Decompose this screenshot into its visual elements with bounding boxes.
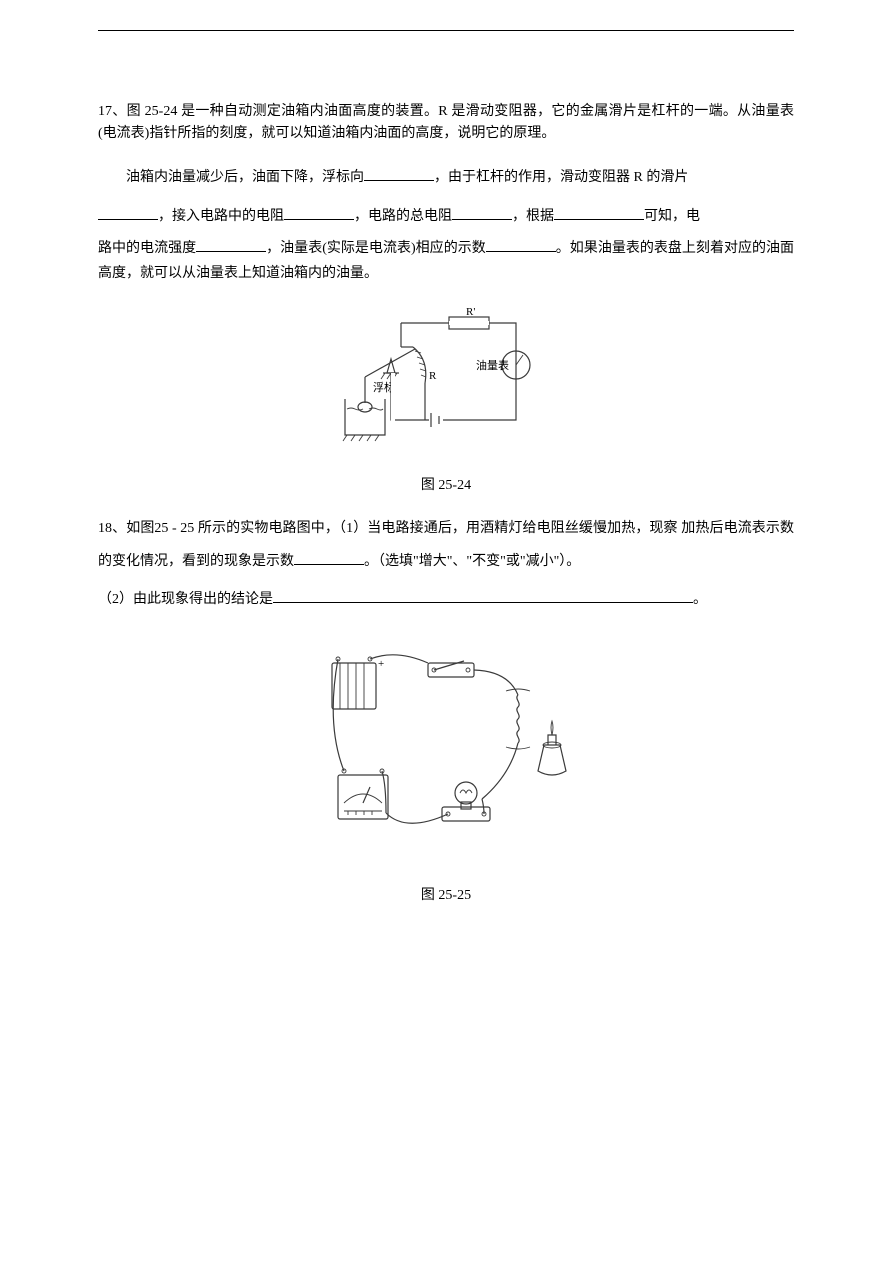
q17-after-b3: ，电路的总电阻 [354, 209, 452, 224]
physical-circuit-icon: + [286, 635, 606, 865]
blank-9 [273, 589, 693, 603]
blank-5 [554, 206, 644, 220]
q18-intro1: 如图25 - 25 所示的实物电路图中，（1）当电路接通后，用酒精灯给电阻丝缓慢… [126, 521, 677, 536]
q17-intro-text: 图 25-24 是一种自动测定油箱内油面高度的装置。R 是滑动变阻器，它的金属滑… [98, 104, 794, 141]
blank-6 [196, 238, 266, 252]
header-rule [98, 30, 794, 31]
figure-25-24: R' 油量表 R [98, 305, 794, 460]
q18-intro2-suffix: 。（选填"增大"、"不变"或"减小"）。 [364, 554, 580, 569]
question-18: 18、如图25 - 25 所示的实物电路图中，（1）当电路接通后，用酒精灯给电阻… [98, 512, 794, 905]
svg-text:+: + [378, 658, 384, 670]
q17-after-b6: ，油量表(实际是电流表)相应的示数 [266, 241, 486, 256]
q17-after-b4: ，根据 [512, 209, 554, 224]
q17-after-b2: ，接入电路中的电阻 [158, 209, 284, 224]
blank-1 [364, 167, 434, 181]
blank-3 [284, 206, 354, 220]
blank-8 [294, 551, 364, 565]
q17-after-b1: ，由于杠杆的作用，滑动变阻器 R 的滑片 [434, 170, 688, 185]
label-r: R [429, 370, 437, 382]
q18-sub2-suffix: 。 [693, 592, 707, 607]
q18-sub2: （2）由此现象得出的结论是 。 [98, 589, 794, 611]
q17-after-b5: 可知，电 [644, 209, 700, 224]
q17-body-line1: 油箱内油量减少后，油面下降，浮标向 ，由于杠杆的作用，滑动变阻器 R 的滑片 [98, 158, 794, 197]
q18-intro: 18、如图25 - 25 所示的实物电路图中，（1）当电路接通后，用酒精灯给电阻… [98, 512, 794, 579]
figure-25-25-caption: 图 25-25 [98, 884, 794, 904]
label-gauge: 油量表 [476, 358, 509, 372]
figure-25-24-caption: 图 25-24 [98, 474, 794, 494]
q17-body-line2: ，接入电路中的电阻 ，电路的总电阻 ，根据 可知，电 [98, 197, 794, 236]
q17-body-line3: 路中的电流强度，油量表(实际是电流表)相应的示数。如果油量表的表盘上刻着对应的油… [98, 236, 794, 286]
blank-4 [452, 206, 512, 220]
circuit-diagram-icon: R' 油量表 R [331, 305, 561, 455]
q18-number: 18、 [98, 521, 126, 536]
blank-7 [486, 238, 556, 252]
q17-intro: 17、图 25-24 是一种自动测定油箱内油面高度的装置。R 是滑动变阻器，它的… [98, 101, 794, 146]
blank-2 [98, 206, 158, 220]
page-content: 17、图 25-24 是一种自动测定油箱内油面高度的装置。R 是滑动变阻器，它的… [0, 0, 892, 904]
label-r-prime: R' [466, 306, 475, 318]
q17-body-prefix: 油箱内油量减少后，油面下降，浮标向 [126, 170, 364, 185]
question-17: 17、图 25-24 是一种自动测定油箱内油面高度的装置。R 是滑动变阻器，它的… [98, 101, 794, 494]
q17-number: 17、 [98, 104, 127, 119]
figure-25-25: + [98, 635, 794, 870]
q18-sub2-prefix: （2）由此现象得出的结论是 [98, 592, 273, 607]
q17-line3-prefix: 路中的电流强度 [98, 241, 196, 256]
